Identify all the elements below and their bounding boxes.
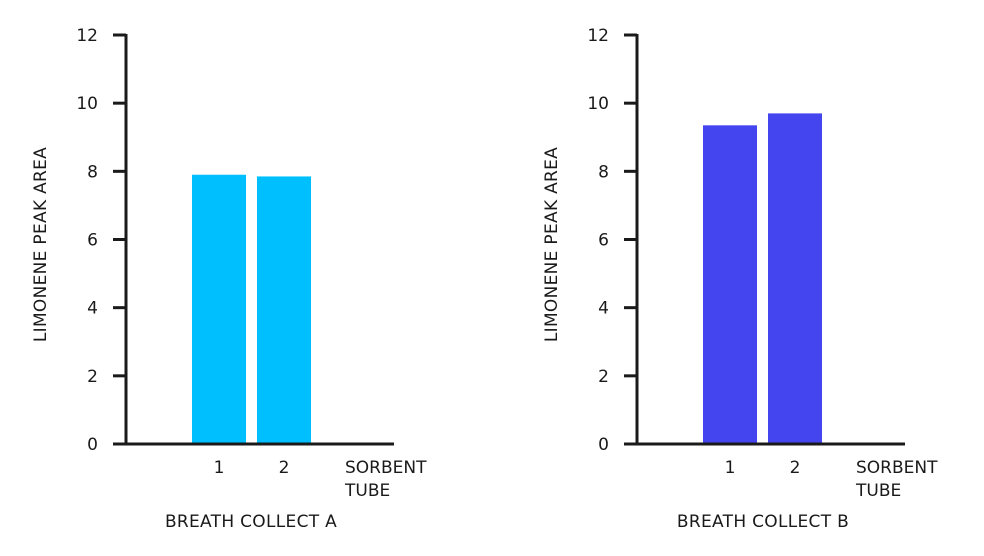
- y-axis-title: LIMONENE PEAK AREA: [542, 147, 562, 342]
- y-tick-label: 6: [598, 231, 609, 251]
- y-tick-label: 6: [87, 231, 98, 251]
- y-tick-label: 10: [76, 94, 98, 114]
- y-tick-label: 4: [598, 299, 609, 319]
- chart-caption: BREATH COLLECT A: [165, 512, 337, 532]
- y-axis-title: LIMONENE PEAK AREA: [31, 147, 51, 342]
- y-tick-label: 4: [87, 299, 98, 319]
- x-tick-label: 1: [725, 458, 736, 478]
- y-tick-label: 8: [598, 162, 609, 182]
- y-tick-label: 10: [587, 94, 609, 114]
- x-axis-note: SORBENT: [345, 458, 427, 478]
- y-tick-label: 8: [87, 162, 98, 182]
- x-tick-label: 1: [214, 458, 225, 478]
- bar-1-panel-a: [192, 174, 246, 444]
- x-tick-label: 2: [279, 458, 290, 478]
- y-tick-label: 2: [87, 367, 98, 387]
- y-tick-label: 12: [76, 26, 98, 46]
- x-axis-note: TUBE: [855, 481, 901, 501]
- bar-1-panel-b: [703, 125, 757, 444]
- y-tick-label: 0: [87, 435, 98, 455]
- y-tick-label: 0: [598, 435, 609, 455]
- x-tick-label: 2: [790, 458, 801, 478]
- x-axis-note: TUBE: [344, 481, 390, 501]
- y-tick-label: 12: [587, 26, 609, 46]
- bar-2-panel-a: [257, 176, 311, 444]
- y-tick-label: 2: [598, 367, 609, 387]
- chart-caption: BREATH COLLECT B: [677, 512, 849, 532]
- bar-2-panel-b: [768, 113, 822, 445]
- x-axis-note: SORBENT: [856, 458, 938, 478]
